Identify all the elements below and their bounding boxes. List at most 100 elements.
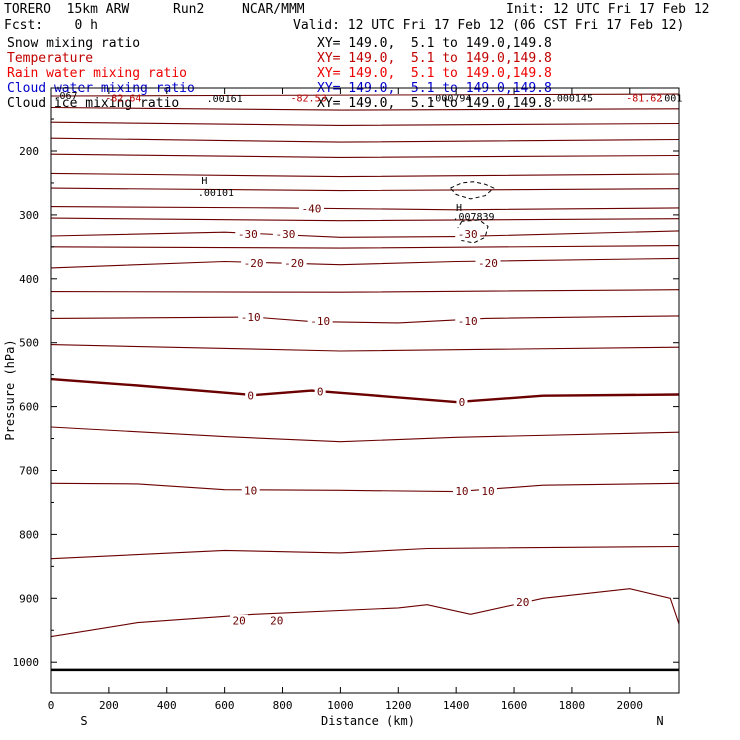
y-tick-label: 900 <box>19 592 39 605</box>
temp-label-bg <box>272 228 298 241</box>
temp-label-bg <box>475 256 501 269</box>
extreme-value-label: -81.62 <box>626 93 662 104</box>
temp-label-bg <box>241 256 267 269</box>
temp-label: -20 <box>284 257 304 270</box>
temp-label: -10 <box>241 311 261 324</box>
temp-label: -40 <box>302 203 322 216</box>
y-tick-label: 400 <box>19 273 39 286</box>
temp-label: 10 <box>455 485 468 498</box>
extreme-value-label: .000794 <box>429 93 471 104</box>
field-xy-snow: XY= 149.0, 5.1 to 149.0,149.8 <box>317 36 552 51</box>
temp-label-bg <box>281 256 307 269</box>
header-fcst: Fcst: 0 h <box>4 18 98 33</box>
axes-group: Distance (km) Pressure (hPa) S N <box>3 87 680 728</box>
temp-label-bg <box>298 202 324 215</box>
temp-label: -10 <box>458 315 478 328</box>
y-tick-label: 600 <box>19 401 39 414</box>
field-xy-rain: XY= 149.0, 5.1 to 149.0,149.8 <box>317 66 552 81</box>
isotherm-line <box>50 289 680 293</box>
extreme-value-label: .00101 <box>198 188 234 199</box>
x-tick-label: 800 <box>273 699 293 712</box>
x-tick-label: 1600 <box>501 699 528 712</box>
temp-label-bg <box>513 596 532 609</box>
temp-label: 0 <box>247 390 254 403</box>
header-init: Init: 12 UTC Fri 17 Feb 12 <box>506 2 710 17</box>
x-tick-label: 400 <box>157 699 177 712</box>
x-tick-label: 1000 <box>327 699 354 712</box>
temp-label-bg <box>238 311 264 324</box>
x-end-label-north: N <box>656 714 663 728</box>
temp-label: -30 <box>238 228 258 241</box>
temp-label-bg <box>455 314 481 327</box>
extreme-value-label: .000145 <box>551 93 593 104</box>
temp-label-bg <box>307 314 333 327</box>
temp-label: 20 <box>232 615 245 628</box>
field-xy-cloud-ice: XY= 149.0, 5.1 to 149.0,149.8 <box>317 96 552 111</box>
header-run: Run2 <box>173 2 205 17</box>
dashed-contours-group <box>450 181 495 244</box>
temp-label-bg <box>314 385 326 398</box>
isotherm-line <box>50 545 680 560</box>
x-tick-label: 1200 <box>385 699 412 712</box>
y-tick-label: 500 <box>19 337 39 350</box>
cloud-ice-contour <box>450 181 495 200</box>
field-xy-temperature: XY= 149.0, 5.1 to 149.0,149.8 <box>317 51 552 66</box>
isotherm-line <box>50 121 680 126</box>
temp-label: 10 <box>481 485 494 498</box>
isotherm-line <box>50 217 680 222</box>
temp-label-bg <box>455 228 481 241</box>
isotherm-line <box>50 93 680 97</box>
isotherm-line <box>50 588 680 638</box>
field-name-cloud-ice: Cloud ice mixing ratio <box>7 96 180 111</box>
extreme-value-label: -82.64 <box>105 93 141 104</box>
header-valid: Valid: 12 UTC Fri 17 Feb 12 (06 CST Fri … <box>293 18 685 33</box>
isotherm-line <box>50 257 680 269</box>
temp-label: 10 <box>244 484 257 497</box>
x-tick-label: 1400 <box>443 699 470 712</box>
field-name-rain: Rain water mixing ratio <box>7 66 188 81</box>
extreme-value-label: -82.53 <box>291 93 327 104</box>
x-axis-label: Distance (km) <box>321 714 415 728</box>
y-tick-label: 300 <box>19 209 39 222</box>
extreme-value-label: .001 <box>658 93 682 104</box>
header-model: TORERO 15km ARW <box>4 2 130 17</box>
x-tick-label: 2000 <box>617 699 644 712</box>
field-name-temperature: Temperature <box>7 51 94 66</box>
temp-label-bg <box>267 614 286 627</box>
isotherm-line <box>50 426 680 443</box>
isotherms-group <box>50 93 680 672</box>
temp-label-bg <box>456 396 468 409</box>
header-org: NCAR/MMM <box>242 2 305 17</box>
extreme-value-label: .00161 <box>207 94 243 105</box>
temp-label-bg <box>241 484 260 497</box>
isotherm-line <box>50 482 680 493</box>
temp-label: -20 <box>244 257 264 270</box>
isotherm-line <box>50 245 680 249</box>
y-axis-label: Pressure (hPa) <box>3 339 17 440</box>
isotherm-line <box>50 315 680 324</box>
temp-label: -30 <box>458 228 478 241</box>
field-name-snow: Snow mixing ratio <box>7 36 141 51</box>
extreme-value-label: H <box>201 176 207 187</box>
contour-labels-group: -40 -30 -30 -30 -20 -20 -20 -10 -10 -10 0 0 0 10 10 10 2… <box>53 91 682 628</box>
temp-label: 0 <box>317 385 324 398</box>
isotherm-line <box>50 206 680 211</box>
temp-label: -30 <box>275 228 295 241</box>
x-tick-label: 200 <box>99 699 119 712</box>
y-tick-label: 200 <box>19 145 39 158</box>
isotherm-line <box>50 137 680 143</box>
temp-label: 20 <box>270 615 283 628</box>
extreme-value-label: .067 <box>53 91 77 102</box>
isotherm-line <box>50 106 680 111</box>
ticks-group: 0 200 400 600 800 1000 1200 1400 1600 1800 2000200… <box>13 88 679 712</box>
extreme-value-label: H <box>456 203 462 214</box>
isotherm-line <box>50 230 680 238</box>
y-tick-label: 700 <box>19 465 39 478</box>
temp-label: -20 <box>478 257 498 270</box>
temp-label: -10 <box>310 315 330 328</box>
temp-label-bg <box>230 614 249 627</box>
temp-label-bg <box>235 228 261 241</box>
temp-label: 20 <box>516 596 529 609</box>
plot-frame <box>50 87 680 694</box>
